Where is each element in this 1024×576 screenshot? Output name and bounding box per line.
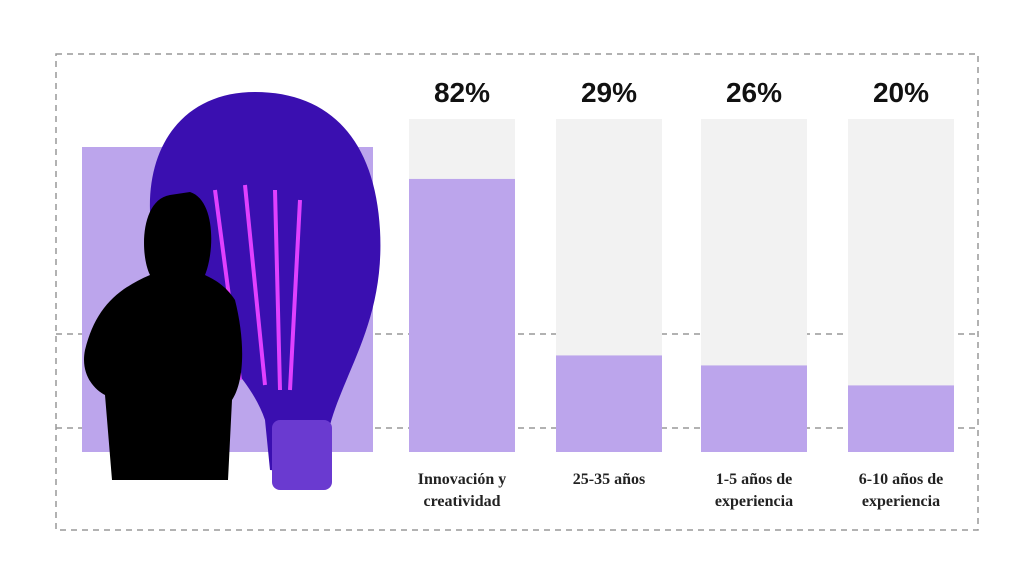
frame	[55, 53, 979, 531]
value-label: 82%	[434, 77, 490, 108]
bar	[556, 355, 662, 452]
value-label: 29%	[581, 77, 637, 108]
value-label: 20%	[873, 77, 929, 108]
category-label: 1-5 años de experiencia	[714, 471, 794, 510]
category-label: Innovación y creatividad	[417, 471, 507, 510]
value-label: 26%	[726, 77, 782, 108]
bar	[409, 178, 515, 452]
illustration	[82, 92, 381, 490]
bar	[848, 385, 954, 452]
category-label: 6-10 años de experiencia	[858, 471, 944, 510]
bar	[701, 365, 807, 452]
category-label: 25-35 años	[572, 471, 646, 488]
